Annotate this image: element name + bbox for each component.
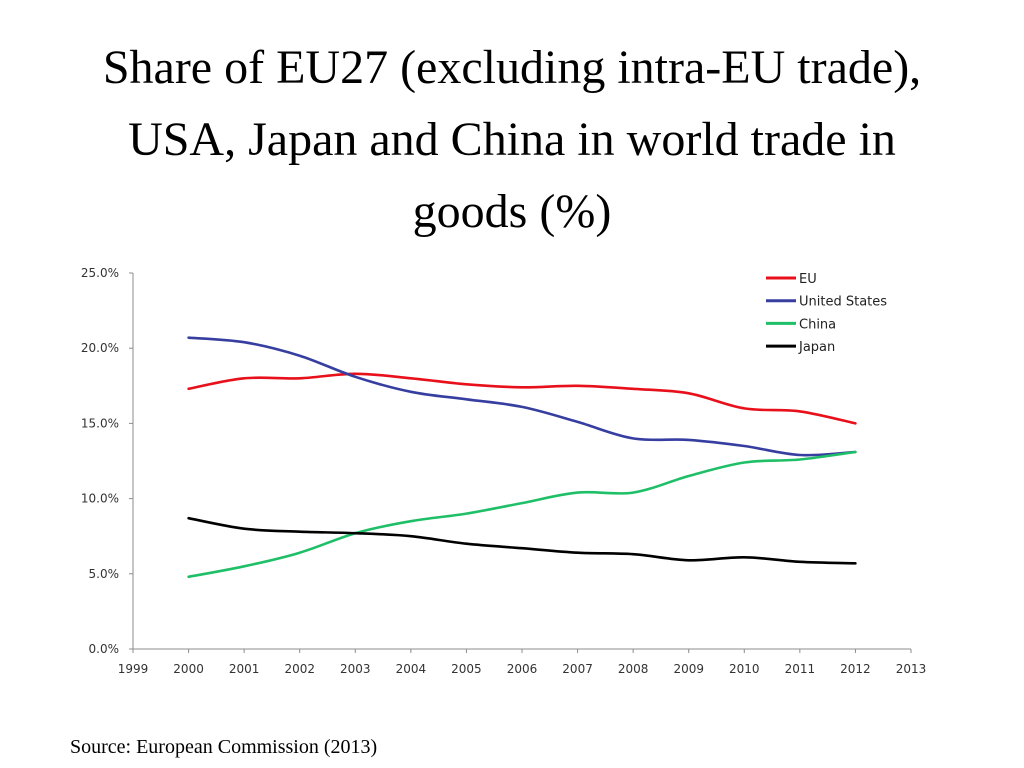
x-tick-label: 2010 <box>729 662 760 676</box>
x-tick-label: 2000 <box>173 662 204 676</box>
series-line-united-states <box>187 336 857 457</box>
x-tick-label: 2008 <box>618 662 649 676</box>
title-line-2: USA, Japan and China in world trade in <box>128 113 896 166</box>
legend: EU United States China Japan <box>766 272 887 355</box>
x-tick-label: 2007 <box>562 662 593 676</box>
y-tick-label: 0.0% <box>89 642 120 656</box>
x-tick-label: 1999 <box>118 662 149 676</box>
x-tick-label: 2011 <box>785 662 816 676</box>
y-tick-label: 25.0% <box>81 266 119 280</box>
axes <box>129 272 912 653</box>
x-tick-label: 2003 <box>340 662 371 676</box>
y-tick-label: 20.0% <box>81 341 119 355</box>
x-tick-label: 2009 <box>673 662 704 676</box>
legend-label-japan: Japan <box>798 340 835 355</box>
series-line-china <box>187 450 857 579</box>
slide-title: Share of EU27 (excluding intra-EU trade)… <box>10 32 1014 248</box>
series-line-japan <box>187 516 857 565</box>
x-tick-label: 2013 <box>896 662 927 676</box>
x-tick-label: 2005 <box>451 662 482 676</box>
x-tick-label: 2002 <box>284 662 315 676</box>
series-line-eu <box>187 372 857 425</box>
tick-labels: 1999 2000 2001 2002 2003 2004 2005 2006 2007 2008… <box>81 266 926 676</box>
legend-label-united-states: United States <box>799 295 887 310</box>
legend-label-china: China <box>799 317 836 332</box>
x-tick-label: 2001 <box>229 662 260 676</box>
legend-label-eu: EU <box>799 272 817 287</box>
title-line-3: goods (%) <box>412 185 612 238</box>
x-tick-label: 2004 <box>396 662 427 676</box>
series-lines <box>187 336 857 579</box>
x-tick-label: 2012 <box>840 662 871 676</box>
y-tick-label: 15.0% <box>81 416 119 430</box>
source-note: Source: European Commission (2013) <box>70 736 378 758</box>
y-tick-label: 5.0% <box>89 567 120 581</box>
x-tick-label: 2006 <box>507 662 538 676</box>
y-tick-label: 10.0% <box>81 492 119 506</box>
title-line-1: Share of EU27 (excluding intra-EU trade)… <box>102 41 922 94</box>
